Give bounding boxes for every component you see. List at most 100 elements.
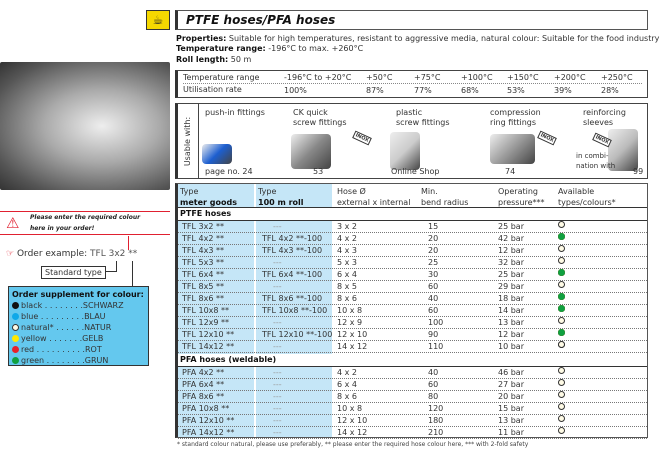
cell: 42 bar [498, 234, 524, 243]
roll-column-bg [256, 184, 332, 437]
header-line: Available [558, 187, 595, 196]
column-header: Type meter goods [180, 186, 237, 208]
cell: --- [273, 318, 282, 327]
natural-colour-dot [558, 281, 565, 288]
natural-colour-dot [558, 245, 565, 252]
cell: 25 [428, 258, 439, 267]
cell: 29 bar [498, 282, 524, 291]
table-row: TFL 10x8 ** TFL 10x8 **-100 10 x 8 60 14 bar [178, 305, 647, 317]
value: 50 m [230, 55, 252, 64]
cell: 4 x 3 [337, 246, 357, 255]
row-label: Utilisation rate [183, 85, 242, 94]
supplement-text: yellow . . . . . . .GELB [21, 334, 104, 343]
cell: 12 x 9 [337, 318, 363, 327]
cell: PFA 10x8 ** [182, 404, 230, 413]
cell: 10 bar [498, 342, 524, 351]
supplement-text: black . . . . . . . .SCHWARZ [21, 301, 124, 310]
utilisation-value: 77% [414, 86, 432, 95]
cell: TFL 6x4 **-100 [262, 270, 323, 279]
cell: --- [273, 392, 282, 401]
temperature-value: +50°C [366, 73, 393, 82]
header-line: types/colours* [558, 198, 616, 207]
cell: TFL 10x8 **-100 [262, 306, 328, 315]
hose-cup-icon: ☕ [146, 10, 170, 30]
page-number: 74 [505, 167, 516, 176]
header-line: 100 m roll [258, 198, 304, 207]
cell: --- [273, 342, 282, 351]
temperature-line: Temperature range: -196°C to max. +260°C [176, 43, 363, 54]
black-colour-dot [12, 302, 19, 309]
cell: 12 bar [498, 246, 524, 255]
connector-line [132, 261, 133, 287]
green-colour-dot [558, 305, 565, 312]
usable-label-text: Usable with: [183, 116, 193, 166]
cell: PFA 6x4 ** [182, 380, 225, 389]
cell: 10 x 8 [337, 404, 363, 413]
cell: 18 bar [498, 294, 524, 303]
header-line: Type [180, 187, 199, 196]
order-label: Order example: [16, 249, 88, 259]
inox-badge: INOX [537, 130, 557, 146]
fitting-image [291, 134, 331, 169]
cell: 5 x 3 [337, 258, 357, 267]
temperature-value: +250°C [601, 73, 633, 82]
cell: 4 x 2 [337, 234, 357, 243]
cell: TFL 4x3 ** [182, 246, 224, 255]
green-colour-dot [12, 357, 19, 364]
cell: 60 [428, 282, 439, 291]
cell: 30 [428, 270, 439, 279]
connector-line [128, 236, 129, 250]
fitting-label: plastic screw fittings [396, 108, 450, 127]
table-row: TFL 4x3 ** TFL 4x3 **-100 4 x 3 20 12 bar [178, 245, 647, 257]
cell: --- [273, 368, 282, 377]
temperature-value: +200°C [554, 73, 586, 82]
natural-colour-dot [558, 427, 565, 434]
yellow-colour-dot [12, 335, 19, 342]
natural-colour-dot [558, 391, 565, 398]
supplement-item: blue . . . . . . . . .BLAU [12, 311, 145, 322]
cell: 11 bar [498, 428, 524, 437]
table-row: TFL 12x10 ** TFL 12x10 **-100 12 x 10 90 12 … [178, 329, 647, 341]
natural-colour-dot [558, 221, 565, 228]
cell: 8 x 6 [337, 392, 357, 401]
cell: 14 bar [498, 306, 524, 315]
warning-line: here in your order! [30, 225, 95, 232]
cell: 13 bar [498, 416, 524, 425]
order-example: ☞ Order example: TFL 3x2 ** [6, 249, 137, 259]
page-number: page no. 24 [205, 167, 253, 176]
hose-table: Type meter goods Type 100 m roll Hose Ø exter… [175, 183, 648, 439]
column-header: Hose Ø external x internal [337, 186, 410, 208]
inox-badge: INOX [352, 130, 372, 146]
natural-colour-dot [558, 415, 565, 422]
usable-label: Usable with: [178, 104, 199, 178]
header-line: Operating [498, 187, 538, 196]
green-colour-dot [558, 269, 565, 276]
green-colour-dot [558, 233, 565, 240]
table-row: TFL 3x2 ** --- 3 x 2 15 25 bar [178, 221, 647, 233]
standard-type-label: Standard type [41, 266, 106, 279]
cell: 14 x 12 [337, 342, 368, 351]
cell: 27 bar [498, 380, 524, 389]
cell: 6 x 4 [337, 380, 357, 389]
connector-line [116, 261, 117, 271]
fitting-image [202, 144, 232, 164]
cell: TFL 8x5 ** [182, 282, 224, 291]
cell: 20 [428, 234, 439, 243]
table-row: PFA 6x4 ** --- 6 x 4 60 27 bar [178, 379, 647, 391]
temperature-table: Temperature range -196°C to +20°C +50°C +75… [175, 70, 648, 98]
page-number: 99 [633, 167, 644, 176]
fitting-label: compression ring fittings [490, 108, 541, 127]
row-label: Temperature range [183, 73, 260, 82]
fitting-image [608, 129, 638, 171]
warning-line: Please enter the required colour [30, 214, 141, 221]
section-title: PTFE hoses [178, 208, 647, 221]
natural-colour-dot [558, 257, 565, 264]
temperature-value: -196°C to +20°C [284, 73, 352, 82]
fitting-image [390, 132, 420, 170]
cell: 12 x 10 [337, 330, 368, 339]
table-row: TFL 4x2 ** TFL 4x2 **-100 4 x 2 20 42 bar [178, 233, 647, 245]
supplement-item: black . . . . . . . .SCHWARZ [12, 300, 145, 311]
header-line: Type [258, 187, 277, 196]
temperature-value: +75°C [414, 73, 441, 82]
cell: TFL 6x4 ** [182, 270, 224, 279]
